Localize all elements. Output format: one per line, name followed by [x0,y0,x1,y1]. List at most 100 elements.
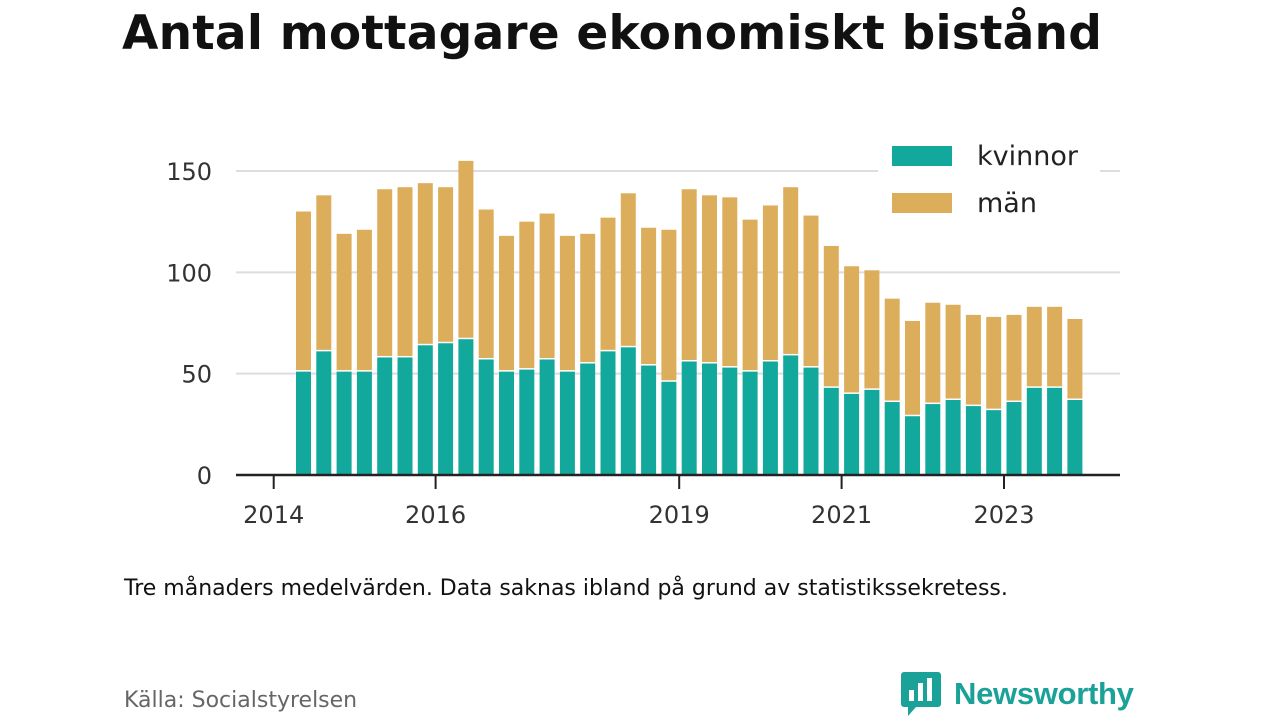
bar-kvinnor [539,359,555,475]
bar-man [580,233,596,363]
bar-kvinnor [762,361,778,475]
bar-kvinnor [1026,387,1042,475]
bar-man [600,217,616,350]
bar-man [661,229,677,381]
newsworthy-logo-icon [901,672,941,716]
legend-label: kvinnor [977,141,1079,172]
bar-kvinnor [519,369,535,475]
bar-kvinnor [884,402,900,475]
bar-man [742,219,758,371]
bar-man [1026,306,1042,387]
bar-kvinnor [823,387,839,475]
bar-kvinnor [580,363,596,475]
x-tick-label: 2021 [811,501,872,529]
bar-kvinnor [641,365,657,475]
bar-man [823,245,839,387]
x-tick-label: 2014 [243,501,304,529]
legend: kvinnor män [878,130,1100,230]
bars [296,160,1083,475]
bar-kvinnor [1006,402,1022,475]
bar-man [945,304,961,399]
bar-man [762,205,778,361]
bar-man [417,183,433,344]
legend-label: män [977,188,1037,219]
bar-man [783,187,799,354]
bar-kvinnor [986,410,1002,475]
bar-kvinnor [397,357,413,475]
bar-man [681,189,697,361]
bar-kvinnor [965,406,981,475]
bar-man [620,193,636,346]
bar-kvinnor [803,367,819,475]
x-tick-label: 2019 [649,501,710,529]
bar-man [397,187,413,356]
bar-kvinnor [905,416,920,475]
bar-man [844,266,860,393]
bar-kvinnor [356,371,372,475]
bar-kvinnor [1067,400,1083,475]
bar-kvinnor [458,339,474,475]
bar-man [559,235,575,371]
chart-title: Antal mottagare ekonomiskt bistånd [122,6,1103,61]
bar-man [1047,306,1063,387]
bar-man [356,229,372,371]
y-tick-label: 50 [181,361,212,389]
bar-kvinnor [681,361,697,475]
bar-kvinnor [722,367,738,475]
bar-kvinnor [316,351,332,475]
x-tick-label: 2023 [973,501,1034,529]
bar-man [905,320,920,415]
bar-kvinnor [499,371,514,475]
source-label: Källa: Socialstyrelsen [124,688,358,713]
bar-kvinnor [438,343,454,475]
bar-man [316,195,332,350]
bar-man [377,189,393,356]
bar-kvinnor [336,371,352,475]
bar-man [641,227,657,365]
y-tick-label: 150 [166,158,212,186]
axes: 0 50 100 150 2014 2016 2019 2021 2023 [166,158,1120,529]
bar-man [539,213,555,358]
bar-kvinnor [296,371,311,475]
bar-kvinnor [417,345,433,475]
legend-swatch [892,146,952,166]
bar-kvinnor [661,381,677,475]
bar-man [803,215,819,367]
bar-man [478,209,494,358]
bar-man [702,195,717,363]
bar-kvinnor [742,371,758,475]
bar-kvinnor [783,355,799,475]
legend-swatch [892,193,952,213]
bar-kvinnor [620,347,636,475]
x-tick-label: 2016 [405,501,466,529]
bar-kvinnor [702,363,717,475]
bar-kvinnor [600,351,616,475]
y-tick-label: 100 [166,259,212,287]
bar-man [336,233,352,371]
bar-man [884,298,900,401]
bar-kvinnor [1047,387,1063,475]
bar-man [1067,318,1083,399]
bar-kvinnor [864,389,880,475]
bar-man [864,270,880,389]
bar-man [986,316,1002,409]
bar-man [965,314,981,405]
bar-man [519,221,535,369]
bar-kvinnor [377,357,393,475]
chart-area: 0 50 100 150 2014 2016 2019 2021 2023 kvinnor män [166,130,1120,529]
bar-man [458,160,474,338]
brand: Newsworthy [900,670,1134,718]
bar-man [925,302,941,403]
bar-kvinnor [925,404,941,475]
bar-kvinnor [559,371,575,475]
bar-man [1006,314,1022,401]
stacked-bar-chart: 0 50 100 150 2014 2016 2019 2021 2023 kvinnor män [166,130,1120,529]
bar-kvinnor [945,400,961,475]
brand-name: Newsworthy [954,676,1134,711]
bar-man [722,197,738,367]
bar-kvinnor [844,393,860,475]
bar-kvinnor [478,359,494,475]
bar-man [499,235,514,371]
bar-man [438,187,454,342]
y-tick-label: 0 [197,462,212,490]
